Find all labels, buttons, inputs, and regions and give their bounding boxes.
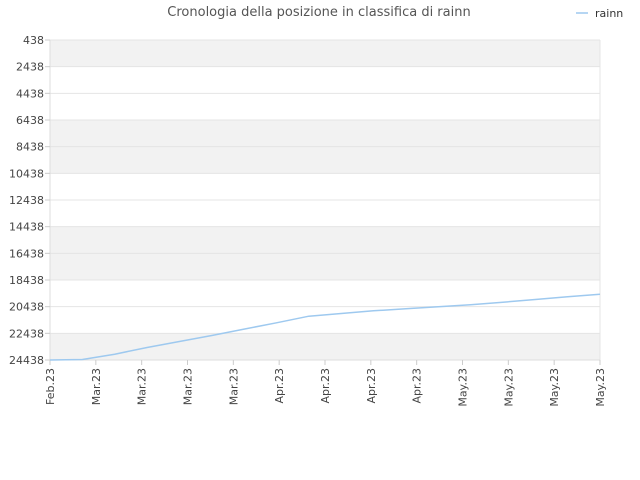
x-tick-label: Apr.23 <box>273 368 286 404</box>
x-tick-label: Apr.23 <box>411 368 424 404</box>
y-tick-label: 6438 <box>16 114 44 127</box>
x-tick-label: Mar.23 <box>90 368 103 405</box>
grid-band <box>50 120 600 147</box>
legend-label-rainn: rainn <box>595 7 623 20</box>
grid-band <box>50 226 600 254</box>
series-layer <box>49 293 601 361</box>
series-line-rainn <box>49 293 601 361</box>
grid-band <box>50 333 600 360</box>
x-tick-label: May.23 <box>548 368 561 407</box>
y-tick-label: 4438 <box>16 87 44 100</box>
x-tick-label: May.23 <box>502 368 515 407</box>
y-tick-label: 12438 <box>9 194 44 207</box>
x-tick-label: Feb.23 <box>44 368 57 405</box>
x-tick-label: Mar.23 <box>182 368 195 405</box>
grid-band <box>50 40 600 67</box>
y-tick-label: 438 <box>23 34 44 47</box>
y-tick-label: 24438 <box>9 354 44 367</box>
y-tick-label: 14438 <box>9 221 44 234</box>
grid-band <box>50 253 600 280</box>
y-tick-label: 10438 <box>9 167 44 180</box>
legend: rainn <box>576 7 623 20</box>
y-tick-label: 18438 <box>9 274 44 287</box>
y-tick-label: 2438 <box>16 61 44 74</box>
x-tick-label: May.23 <box>457 368 470 407</box>
x-tick-label: Mar.23 <box>227 368 240 405</box>
y-tick-label: 16438 <box>9 247 44 260</box>
grid-band <box>50 146 600 174</box>
x-tick-label: Mar.23 <box>136 368 149 405</box>
x-tick-label: Apr.23 <box>365 368 378 404</box>
y-axis: 438 2438 4438 6438 8438 10438 12438 14438 16438 1… <box>9 34 50 367</box>
x-axis: Feb.23 Mar.23 Mar.23 Mar.23 Mar.23 Apr.23 Apr.… <box>44 360 607 407</box>
y-tick-label: 20438 <box>9 301 44 314</box>
x-tick-label: Apr.23 <box>319 368 332 404</box>
y-tick-label: 22438 <box>9 327 44 340</box>
x-tick-label: May.23 <box>594 368 607 407</box>
chart-title: Cronologia della posizione in classifica… <box>167 5 470 20</box>
y-tick-label: 8438 <box>16 141 44 154</box>
